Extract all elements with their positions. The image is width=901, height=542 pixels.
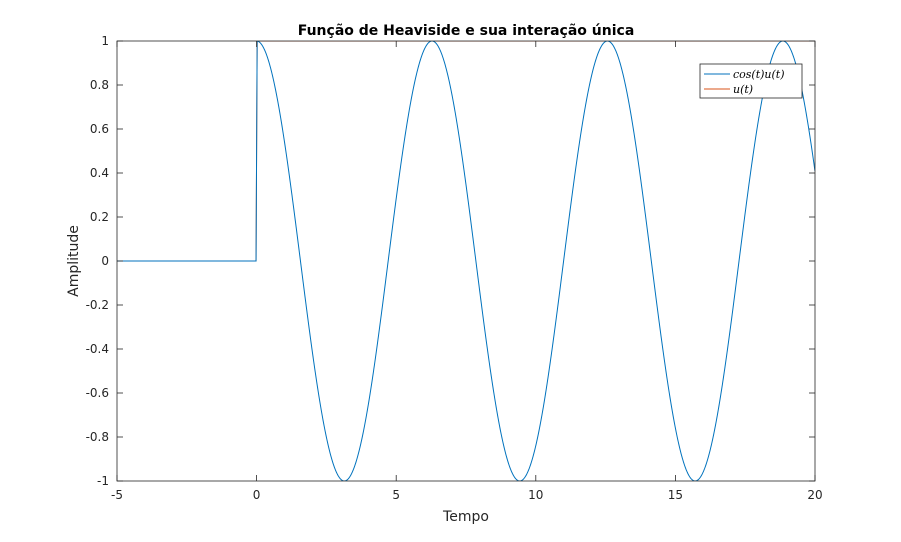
x-tick-label: 15	[668, 488, 683, 502]
y-tick-label: -0.6	[86, 386, 109, 400]
chart-title: Função de Heaviside e sua interação únic…	[298, 23, 635, 39]
y-tick-label: 0.4	[90, 166, 109, 180]
legend-label-0: cos(t)u(t)	[733, 68, 785, 81]
x-tick-label: 10	[528, 488, 543, 502]
y-tick-label: 1	[101, 34, 109, 48]
y-tick-label: -1	[97, 474, 109, 488]
x-tick-label: -5	[111, 488, 123, 502]
series-line-0	[117, 41, 815, 481]
y-tick-label: -0.2	[86, 298, 109, 312]
y-tick-label: -0.8	[86, 430, 109, 444]
y-tick-label: 0.6	[90, 122, 109, 136]
x-axis-title: Tempo	[442, 509, 489, 525]
y-tick-label: 0	[101, 254, 109, 268]
x-tick-label: 0	[253, 488, 261, 502]
legend: cos(t)u(t) u(t)	[699, 63, 803, 99]
y-tick-label: 0.2	[90, 210, 109, 224]
series-layer	[117, 41, 815, 481]
x-tick-label: 5	[392, 488, 400, 502]
legend-label-1: u(t)	[733, 83, 753, 96]
tick-layer: -5 0 5 10 15 20 1 0.8 0.6 0.4 0.2 0 -0.2 -0.4 -0.6 -0.8…	[86, 34, 823, 502]
y-tick-label: -0.4	[86, 342, 109, 356]
legend-box	[699, 63, 803, 99]
y-axis-title: Amplitude	[66, 225, 82, 297]
x-tick-label: 20	[807, 488, 822, 502]
y-tick-label: 0.8	[90, 78, 109, 92]
